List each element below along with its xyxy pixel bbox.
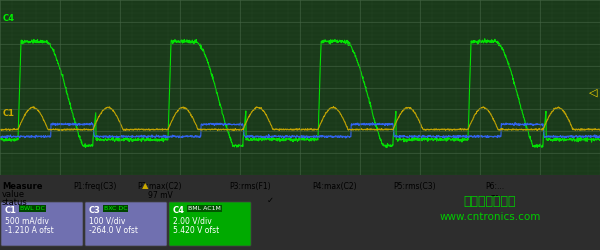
- Text: 电子元件技术网: 电子元件技术网: [464, 195, 516, 208]
- Text: C1: C1: [3, 109, 15, 118]
- Text: Measure: Measure: [2, 182, 43, 191]
- Text: 5.420 V ofst: 5.420 V ofst: [173, 226, 219, 235]
- Text: 97 mV: 97 mV: [148, 191, 172, 200]
- Text: P2:max(C2): P2:max(C2): [138, 182, 182, 191]
- Text: status: status: [2, 198, 28, 207]
- Text: 100 V/div: 100 V/div: [89, 217, 125, 226]
- Text: -264.0 V ofst: -264.0 V ofst: [89, 226, 138, 235]
- Text: ▲: ▲: [142, 181, 148, 190]
- Text: ---: ---: [491, 191, 499, 200]
- FancyBboxPatch shape: [1, 202, 83, 246]
- Text: BXC DC: BXC DC: [104, 206, 128, 211]
- Text: ◁: ◁: [589, 88, 597, 98]
- Text: -1.210 A ofst: -1.210 A ofst: [5, 226, 54, 235]
- Text: BWL DC: BWL DC: [20, 206, 45, 211]
- Text: ✓: ✓: [266, 196, 274, 205]
- Text: C4: C4: [173, 206, 185, 215]
- Text: P1:freq(C3): P1:freq(C3): [73, 182, 116, 191]
- Text: 2.00 V/div: 2.00 V/div: [173, 217, 212, 226]
- Text: P6:...: P6:...: [485, 182, 505, 191]
- Text: C1: C1: [5, 206, 17, 215]
- Text: P3:rms(F1): P3:rms(F1): [229, 182, 271, 191]
- Text: 500 mA/div: 500 mA/div: [5, 217, 49, 226]
- FancyBboxPatch shape: [169, 202, 251, 246]
- Text: C4: C4: [3, 14, 15, 23]
- Text: C3: C3: [89, 206, 101, 215]
- Text: P5:rms(C3): P5:rms(C3): [394, 182, 436, 191]
- Text: www.cntronics.com: www.cntronics.com: [439, 212, 541, 222]
- FancyBboxPatch shape: [85, 202, 167, 246]
- Text: P4:max(C2): P4:max(C2): [313, 182, 358, 191]
- Text: value: value: [2, 190, 25, 199]
- Text: BML AC1M: BML AC1M: [188, 206, 221, 211]
